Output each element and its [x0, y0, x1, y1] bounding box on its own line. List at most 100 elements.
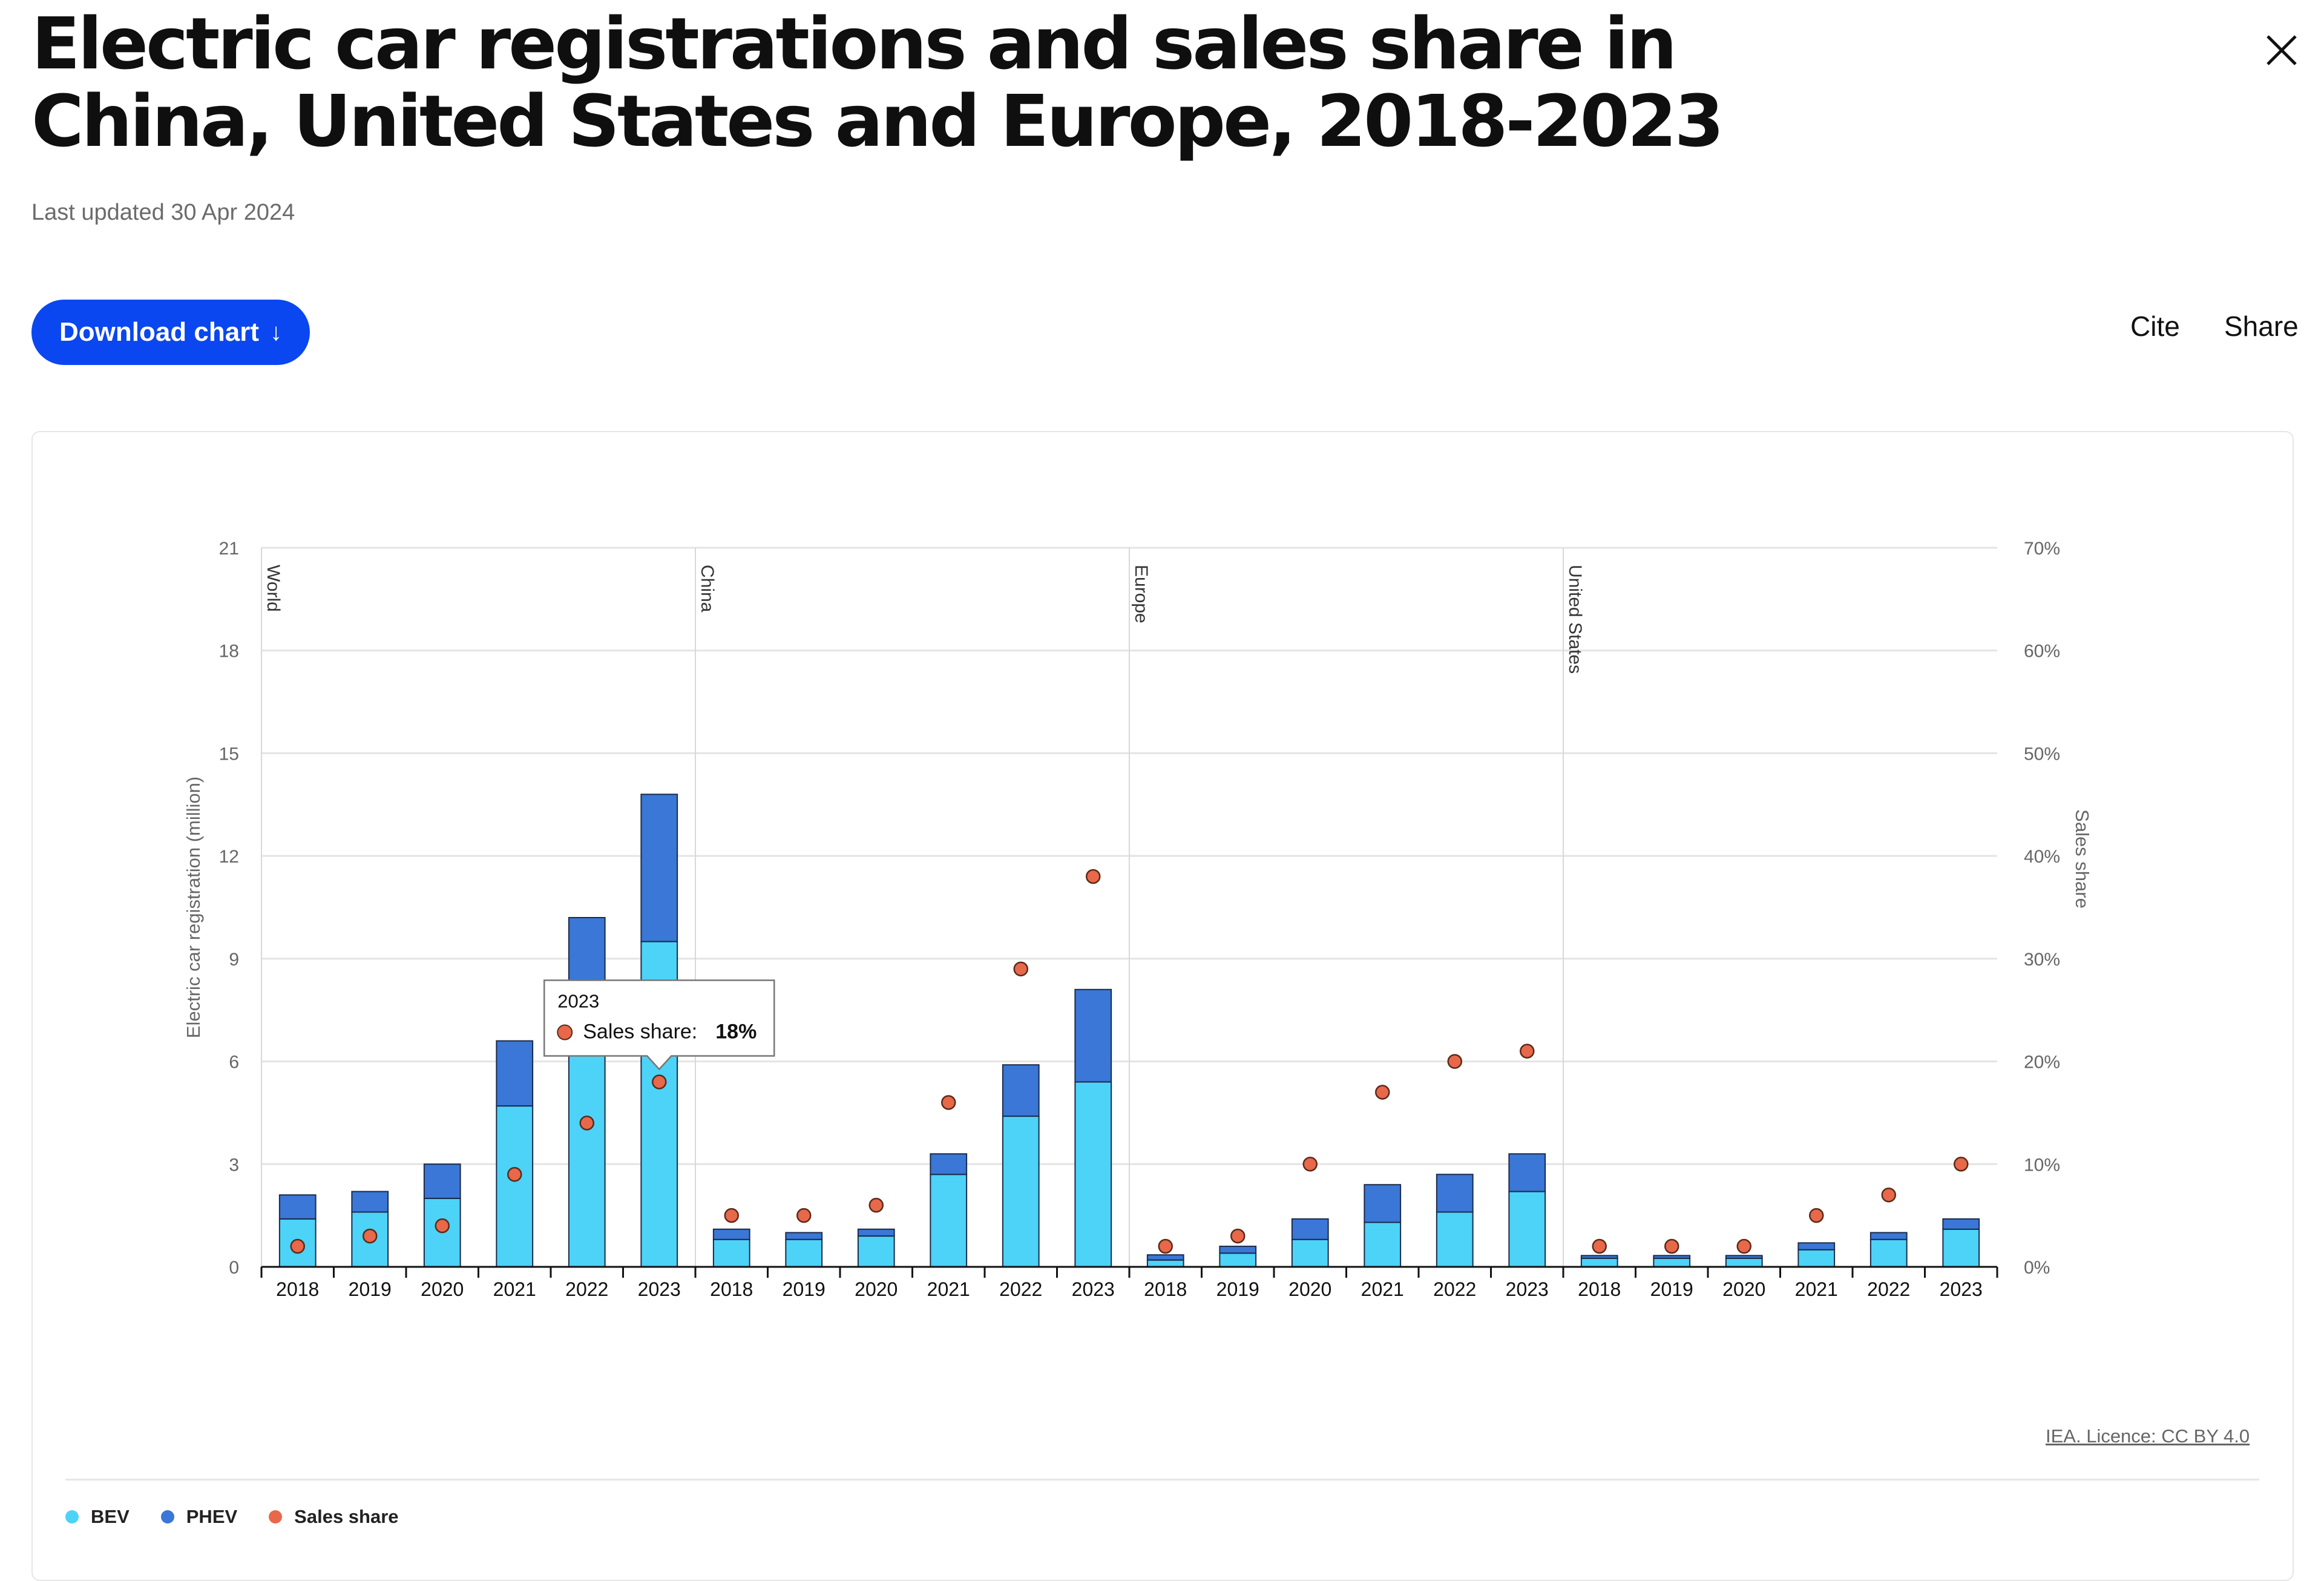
x-axis-tick-label: 2021 — [1795, 1278, 1838, 1300]
sales-share-point — [652, 1074, 667, 1090]
sales-share-point — [1447, 1054, 1462, 1069]
group-label: Europe — [1131, 565, 1151, 623]
last-updated-text: Last updated 30 Apr 2024 — [31, 200, 295, 225]
sales-share-point — [1881, 1187, 1896, 1203]
left-axis-tick-label: 3 — [229, 1155, 239, 1175]
left-axis-title: Electric car registration (million) — [183, 777, 204, 1038]
bev-bar — [1291, 1238, 1329, 1267]
x-axis-tick-label: 2022 — [1867, 1278, 1910, 1300]
sales-share-point — [1375, 1085, 1390, 1100]
legend-bev-swatch — [65, 1510, 79, 1523]
sales-share-point — [868, 1197, 884, 1213]
bev-bar — [1436, 1211, 1474, 1267]
tooltip-value: 18% — [715, 1021, 757, 1044]
legend-sales-share-swatch — [269, 1510, 283, 1523]
sales-share-point — [724, 1208, 739, 1223]
bev-bar — [785, 1238, 823, 1267]
x-axis-tick-label: 2018 — [276, 1278, 319, 1300]
right-axis-tick-label: 30% — [2024, 950, 2060, 970]
x-axis-tick-label: 2020 — [855, 1278, 898, 1300]
legend-item-sales-share[interactable]: Sales share — [269, 1506, 399, 1528]
phev-bar — [496, 1040, 534, 1107]
tooltip-title: 2023 — [557, 991, 599, 1012]
phev-bar — [1653, 1255, 1691, 1259]
sales-share-point — [1809, 1208, 1824, 1223]
legend-item-bev[interactable]: BEV — [65, 1506, 130, 1528]
phev-bar — [930, 1153, 968, 1175]
phev-bar — [1580, 1255, 1618, 1259]
tooltip-box — [543, 979, 775, 1071]
download-chart-button[interactable]: Download chart ↓ — [31, 300, 310, 365]
legend-divider — [65, 1479, 2259, 1481]
sales-share-point — [1013, 961, 1028, 977]
bev-bar — [930, 1174, 968, 1268]
x-axis-tick-label: 2023 — [1072, 1278, 1115, 1300]
x-axis-tick-label: 2019 — [1650, 1278, 1693, 1300]
x-axis-tick-label: 2022 — [565, 1278, 608, 1300]
x-axis-tick-label: 2018 — [710, 1278, 753, 1300]
sales-share-point — [435, 1218, 450, 1234]
bev-bar — [712, 1238, 750, 1267]
chart-legend: BEV PHEV Sales share — [65, 1506, 399, 1528]
x-axis-tick-label: 2019 — [349, 1278, 392, 1300]
bev-bar — [1869, 1238, 1908, 1267]
phev-bar — [1436, 1174, 1474, 1213]
x-axis-tick-label: 2021 — [927, 1278, 970, 1300]
sales-share-point — [1664, 1238, 1679, 1254]
phev-bar — [1508, 1153, 1546, 1192]
x-axis-tick-label: 2020 — [1288, 1278, 1331, 1300]
sales-share-point — [363, 1228, 378, 1244]
close-icon — [2267, 35, 2297, 65]
x-axis-tick-label: 2023 — [638, 1278, 681, 1300]
bev-bar — [568, 1016, 606, 1267]
phev-bar — [640, 794, 678, 942]
license-link[interactable]: IEA. Licence: CC BY 4.0 — [2046, 1425, 2250, 1447]
x-axis-tick-label: 2019 — [783, 1278, 826, 1300]
phev-bar — [1219, 1246, 1257, 1254]
phev-bar — [712, 1228, 750, 1240]
bev-bar — [1219, 1252, 1257, 1267]
chart: 0 3 6 9 12 15 18 21 0% 10% 20% 30% 40% 50% 60% 70% Elect… — [183, 539, 2093, 1300]
cite-link[interactable]: Cite — [2130, 311, 2180, 342]
legend-item-phev[interactable]: PHEV — [160, 1506, 237, 1528]
close-button[interactable] — [2260, 29, 2303, 71]
bev-bar — [1725, 1257, 1763, 1268]
phev-bar — [857, 1228, 895, 1237]
right-axis-tick-label: 0% — [2024, 1258, 2050, 1278]
left-axis-tick-label: 12 — [219, 847, 239, 867]
x-axis-tick-label: 2020 — [1722, 1278, 1765, 1300]
bev-bar — [1508, 1191, 1546, 1267]
sales-share-point — [507, 1167, 522, 1182]
phev-bar — [1364, 1184, 1402, 1223]
right-axis-tick-label: 40% — [2024, 847, 2060, 867]
left-axis-tick-label: 15 — [219, 744, 239, 764]
phev-bar — [1942, 1218, 1980, 1230]
phev-bar — [351, 1191, 389, 1213]
sales-share-point — [1592, 1238, 1607, 1254]
group-label: China — [697, 565, 717, 613]
x-axis-tick-label: 2021 — [493, 1278, 536, 1300]
phev-bar — [1869, 1232, 1908, 1240]
bev-bar — [1002, 1116, 1040, 1267]
group-label: World — [263, 565, 283, 612]
phev-bar — [1797, 1242, 1836, 1251]
x-axis-tick-label: 2022 — [999, 1278, 1042, 1300]
x-axis-tick-label: 2021 — [1361, 1278, 1404, 1300]
left-axis-tick-label: 9 — [229, 950, 239, 970]
bev-bar — [1364, 1221, 1402, 1268]
left-axis-tick-label: 0 — [229, 1258, 239, 1278]
phev-bar — [1002, 1064, 1040, 1117]
bev-bar — [1074, 1081, 1112, 1267]
right-axis-tick-label: 20% — [2024, 1053, 2060, 1073]
right-axis-tick-label: 10% — [2024, 1155, 2060, 1175]
sales-share-point — [1302, 1157, 1318, 1172]
bev-bar — [857, 1235, 895, 1267]
right-axis-tick-label: 70% — [2024, 539, 2060, 559]
legend-bev-label: BEV — [91, 1506, 130, 1527]
phev-bar — [1291, 1218, 1329, 1240]
legend-sales-share-label: Sales share — [294, 1506, 399, 1527]
phev-bar — [1074, 988, 1112, 1083]
page-title: Electric car registrations and sales sha… — [31, 2, 1724, 163]
bev-bar — [1942, 1228, 1980, 1268]
share-link[interactable]: Share — [2224, 311, 2299, 342]
